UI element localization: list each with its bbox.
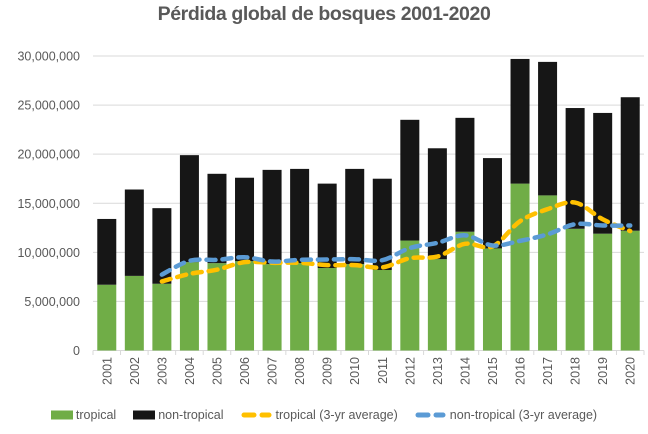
bar-tropical-2013 (427, 259, 447, 351)
bar-non-tropical-2019 (593, 112, 613, 234)
y-axis-tick-label: 25,000,000 (17, 99, 80, 113)
bar-non-tropical-2006 (235, 177, 255, 262)
x-axis-tick-label: 2018 (569, 357, 583, 385)
legend-color-swatch (133, 410, 156, 420)
bar-tropical-2008 (290, 263, 310, 351)
bar-non-tropical-2013 (427, 148, 447, 260)
line-non-tropical-yr-average (159, 221, 633, 277)
bar-non-tropical-2009 (317, 183, 337, 269)
chart-title: Pérdida global de bosques 2001-2020 (157, 3, 491, 25)
bar-tropical-2020 (620, 230, 640, 351)
line-tropical-yr-average (159, 200, 633, 284)
x-axis-tick-label: 2013 (431, 357, 445, 385)
bar-tropical-2019 (593, 233, 613, 351)
bar-non-tropical-2016 (510, 58, 530, 184)
x-axis-tick-label: 2009 (321, 357, 335, 385)
y-axis-tick-label: 5,000,000 (24, 295, 80, 309)
bar-tropical-2002 (124, 275, 144, 351)
x-axis-tick-label: 2003 (155, 357, 169, 385)
x-axis-tick-label: 2010 (348, 357, 362, 385)
bar-non-tropical-2010 (345, 168, 365, 265)
x-axis-tick-label: 2012 (403, 357, 417, 385)
y-axis-tick-label: 0 (73, 344, 80, 358)
chart-legend: tropical non-tropical tropical (3-yr avera… (0, 402, 648, 428)
bar-non-tropical-2017 (538, 61, 558, 196)
bar-non-tropical-2003 (152, 208, 172, 284)
x-axis-tick-label: 2015 (486, 357, 500, 385)
x-axis-tick-label: 2008 (293, 357, 307, 385)
bar-tropical-2011 (372, 270, 392, 351)
bar-non-tropical-2011 (372, 178, 392, 271)
bar-tropical-2016 (510, 183, 530, 351)
bar-tropical-2012 (400, 240, 420, 351)
x-axis-tick-label: 2002 (128, 357, 142, 385)
x-axis-tick-label: 2011 (376, 357, 390, 384)
bar-tropical-2017 (538, 195, 558, 351)
y-axis-tick-label: 30,000,000 (17, 50, 80, 64)
legend-item-non-tropical: non-tropical (133, 408, 224, 422)
legend-dash-swatch (241, 412, 272, 418)
bar-non-tropical-2014 (455, 117, 475, 232)
y-axis-tick-label: 15,000,000 (17, 197, 80, 211)
x-axis-tick-label: 2017 (541, 357, 555, 385)
bar-tropical-2009 (317, 268, 337, 351)
bar-tropical-2007 (262, 264, 282, 351)
x-axis-tick-label: 2014 (458, 357, 472, 385)
x-axis-tick-label: 2019 (596, 357, 610, 385)
legend-item-non-tropical-yr-average: non-tropical (3-yr average) (415, 408, 597, 422)
x-axis-tick-label: 2005 (210, 357, 224, 385)
bar-non-tropical-2015 (482, 158, 502, 249)
legend-dash-swatch (415, 412, 446, 418)
bar-tropical-2003 (152, 283, 172, 351)
legend-label: tropical (75, 408, 117, 422)
bar-non-tropical-2005 (207, 173, 227, 264)
bar-non-tropical-2001 (97, 218, 117, 285)
legend-label: tropical (3-yr average) (275, 408, 398, 422)
x-axis-tick-label: 2004 (183, 357, 197, 385)
x-axis-tick-label: 2006 (238, 357, 252, 385)
plot-area: 0 5,000,000 10,000,000 15,000,000 20,000,000… (17, 50, 645, 385)
x-axis-tick-label: 2007 (266, 357, 280, 385)
bar-tropical-2014 (455, 231, 475, 351)
bar-non-tropical-2020 (620, 97, 640, 231)
bar-non-tropical-2018 (565, 108, 585, 229)
bar-non-tropical-2012 (400, 119, 420, 241)
bar-tropical-2005 (207, 263, 227, 351)
bar-non-tropical-2007 (262, 169, 282, 265)
bar-non-tropical-2004 (179, 155, 199, 263)
x-axis-tick-label: 2016 (514, 357, 528, 385)
bar-tropical-2006 (235, 261, 255, 351)
legend-color-swatch (50, 410, 73, 420)
bar-tropical-2004 (179, 262, 199, 351)
legend-item-tropical-yr-average: tropical (3-yr average) (241, 408, 398, 422)
bar-tropical-2015 (482, 248, 502, 351)
bar-tropical-2001 (97, 284, 117, 351)
bar-non-tropical-2002 (124, 189, 144, 276)
x-axis-tick-label: 2020 (624, 357, 638, 385)
y-axis-tick-label: 10,000,000 (17, 246, 80, 260)
x-axis-tick-label: 2001 (100, 357, 114, 385)
legend-label: non-tropical (158, 408, 224, 422)
bar-tropical-2010 (345, 264, 365, 351)
legend-item-tropical: tropical (50, 408, 117, 422)
bar-non-tropical-2008 (290, 168, 310, 264)
legend-label: non-tropical (3-yr average) (449, 408, 598, 422)
bar-tropical-2018 (565, 228, 585, 351)
y-axis-tick-label: 20,000,000 (17, 148, 80, 162)
